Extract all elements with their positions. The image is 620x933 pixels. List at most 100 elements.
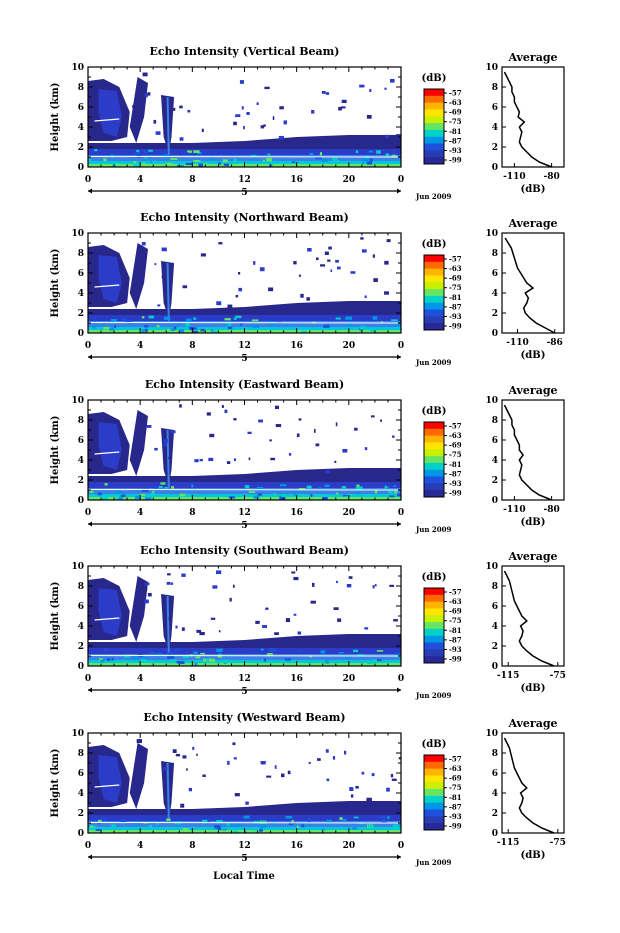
colorbar-tick-label: -75	[449, 117, 462, 126]
colorbar-swatch	[424, 102, 444, 110]
echo-speck	[181, 627, 185, 631]
boundary-speck	[323, 497, 328, 500]
xtick-label: 12	[238, 674, 251, 684]
echo-speck	[310, 600, 316, 604]
boundary-speck	[166, 162, 173, 165]
echo-speck	[161, 247, 167, 252]
echo-speck	[216, 301, 222, 306]
boundary-speck	[162, 154, 170, 158]
echo-speck	[233, 757, 237, 760]
boundary-speck	[89, 490, 94, 493]
boundary-speck	[141, 488, 149, 492]
date-label: 5	[241, 854, 247, 864]
boundary-speck	[369, 329, 377, 332]
boundary-speck	[203, 163, 207, 165]
boundary-speck	[222, 159, 228, 163]
colorbar-swatch	[424, 795, 444, 804]
colorbar-swatch	[424, 823, 444, 831]
boundary-speck	[170, 659, 176, 662]
layer-light	[88, 654, 401, 660]
echo-speck	[232, 742, 236, 746]
xtick-label: 12	[238, 175, 251, 185]
colorbar-swatch	[424, 129, 444, 138]
boundary-speck	[372, 659, 377, 663]
boundary-speck	[356, 484, 360, 488]
column-streak	[166, 595, 170, 657]
colorbar-tick-label: -99	[449, 822, 462, 831]
echo-speck	[186, 768, 188, 771]
echo-speck	[307, 247, 312, 252]
colorbar-tick-label: -81	[449, 127, 462, 136]
colorbar-swatch	[424, 442, 444, 450]
avg-ytick-label: 4	[492, 456, 498, 466]
echo-speck	[341, 99, 347, 104]
cloud-early-core	[98, 422, 122, 470]
avg-title: Average	[507, 717, 557, 730]
boundary-speck	[174, 648, 182, 651]
boundary-speck	[217, 655, 223, 658]
echo-speck	[170, 582, 174, 585]
echo-speck	[163, 442, 167, 447]
boundary-speck	[156, 822, 159, 825]
xtick-label: 16	[290, 674, 303, 684]
echo-speck	[132, 116, 135, 120]
echo-speck	[366, 797, 372, 802]
boundary-speck	[103, 158, 107, 162]
boundary-speck	[381, 820, 387, 823]
echo-speck	[196, 629, 202, 633]
boundary-speck	[260, 648, 264, 651]
date-arrow-right	[397, 521, 401, 527]
avg-profile-line	[503, 737, 555, 834]
boundary-speck	[144, 156, 148, 159]
boundary-speck	[288, 821, 294, 825]
boundary-speck	[101, 324, 106, 326]
ylabel: Height (km)	[50, 582, 61, 651]
echo-speck	[258, 419, 263, 423]
colorbar-tick-label: -87	[449, 302, 462, 311]
boundary-speck	[117, 491, 123, 494]
cloud-column-2	[129, 743, 148, 809]
echo-speck	[182, 755, 187, 759]
boundary-speck	[182, 828, 189, 831]
echo-speck	[392, 435, 395, 438]
echo-speck	[206, 412, 211, 416]
xtick-label: 8	[189, 674, 195, 684]
date-label: 5	[241, 188, 247, 198]
colorbar-tick-label: -57	[449, 255, 462, 264]
boundary-speck	[293, 494, 297, 496]
boundary-speck	[344, 657, 351, 660]
boundary-speck	[210, 329, 214, 332]
colorbar-swatch	[424, 143, 444, 151]
echo-speck	[202, 774, 206, 778]
boundary-speck	[279, 484, 287, 487]
avg-ytick-label: 2	[492, 309, 498, 319]
boundary-speck	[363, 158, 370, 162]
boundary-speck	[224, 318, 231, 321]
echo-speck	[168, 456, 172, 460]
ytick-label: 2	[78, 809, 84, 819]
boundary-speck	[320, 650, 326, 654]
boundary-speck	[141, 656, 149, 659]
echo-speck	[226, 461, 231, 464]
echo-speck	[274, 765, 277, 769]
boundary-speck	[180, 661, 185, 664]
boundary-speck	[150, 492, 155, 495]
ytick-label: 8	[78, 582, 84, 592]
colorbar-tick-label: -75	[449, 616, 462, 625]
echo-speck	[144, 582, 150, 586]
colorbar-swatch	[424, 435, 444, 443]
cloud-gap	[94, 284, 120, 288]
boundary-speck	[133, 161, 137, 164]
date-arrow-left	[88, 521, 92, 527]
daytime-layer	[192, 801, 401, 811]
colorbar-swatch	[424, 462, 444, 471]
heatmap-4	[88, 739, 401, 833]
echo-speck	[346, 583, 352, 588]
echo-speck	[261, 762, 265, 765]
boundary-speck	[164, 487, 168, 489]
avg-frame	[501, 732, 565, 834]
echo-speck	[259, 267, 265, 272]
colorbar-swatch	[424, 656, 444, 664]
colorbar-tick-label: -69	[449, 108, 462, 117]
